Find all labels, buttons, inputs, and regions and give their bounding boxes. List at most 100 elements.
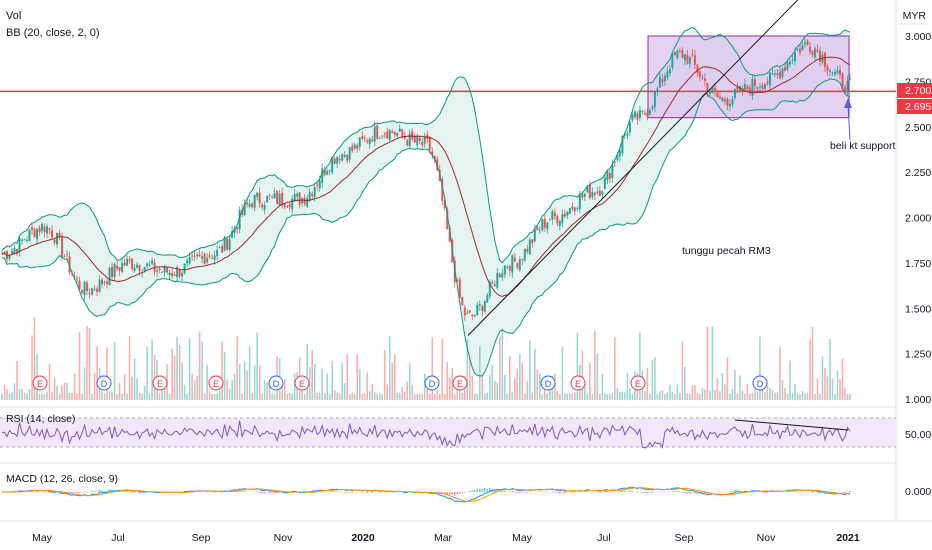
volume-bar [236, 336, 238, 400]
macd-histogram-bar [351, 492, 354, 493]
volume-bar [173, 355, 176, 400]
candle-body [228, 239, 231, 251]
candle-body [128, 259, 131, 261]
candle-body [26, 240, 29, 242]
volume-bar [739, 375, 741, 400]
candle-body [428, 137, 431, 151]
candle-body [768, 72, 771, 86]
rsi-pane[interactable] [0, 417, 896, 449]
candle-body [223, 237, 226, 251]
macd-histogram-bar [661, 492, 664, 493]
volume-bar [76, 393, 78, 400]
volume-bar [306, 343, 308, 400]
candle-body [676, 50, 679, 58]
macd-histogram-bar [816, 492, 819, 493]
macd-histogram-bar [811, 492, 814, 493]
volume-bar [413, 393, 416, 400]
candle-body [788, 61, 791, 65]
candle-body [548, 219, 551, 221]
macd-histogram-bar [629, 490, 631, 492]
candle-body [671, 53, 674, 68]
candle-body [88, 293, 91, 295]
macd-pane[interactable] [1, 486, 851, 503]
price-axis[interactable]: MYR 3.0002.7502.5002.2502.0001.7501.5001… [898, 10, 931, 406]
candle-body [91, 288, 94, 295]
candle-body [256, 192, 259, 198]
candle-body [368, 138, 371, 145]
candle-body [253, 194, 256, 208]
candle-body [168, 272, 171, 276]
macd-histogram-bar [521, 492, 524, 493]
volume-bar [161, 388, 163, 400]
candle-body [641, 110, 644, 113]
rsi-divergence-line [734, 419, 849, 431]
candle-body [336, 156, 339, 164]
candle-body [251, 203, 254, 208]
marker-letter: E [213, 379, 219, 389]
candle-body [133, 267, 136, 272]
volume-bar [616, 387, 619, 400]
candle-body [176, 267, 179, 277]
volume-bar [511, 392, 514, 400]
volume-bar [168, 393, 171, 400]
macd-histogram-bar [641, 492, 644, 493]
volume-bar [498, 337, 501, 400]
candle-body [811, 50, 814, 55]
marker-letter: E [157, 379, 163, 389]
volume-bar [426, 384, 429, 400]
candle-body [518, 259, 521, 270]
macd-histogram-bar [619, 490, 621, 492]
candle-body [246, 202, 249, 205]
volume-bar [644, 391, 646, 400]
macd-histogram-bar [461, 492, 464, 494]
candle-body [818, 51, 821, 62]
macd-histogram-bar [371, 492, 374, 493]
time-axis[interactable]: May Jul Sep Nov 2020 Mar May Jul Sep Nov 2021 [32, 532, 860, 544]
volume-bar [519, 353, 521, 400]
earnings-marker [152, 375, 168, 391]
volume-bar [676, 384, 679, 400]
marker-letter: D [429, 379, 436, 389]
volume-bar [48, 363, 51, 400]
macd-histogram-bar [841, 492, 844, 493]
candle-body [593, 192, 596, 195]
volume-bar [816, 378, 819, 400]
volume-bar [293, 373, 296, 400]
candle-body [288, 204, 291, 208]
macd-histogram-bar [238, 490, 241, 492]
candle-body [33, 229, 36, 238]
candle-body [808, 46, 811, 53]
volume-bar [826, 376, 829, 400]
trend-lines[interactable] [467, 0, 852, 336]
volume-bar [744, 393, 746, 400]
candle-body [831, 72, 834, 74]
volume-bar [726, 357, 729, 400]
dividend-marker [752, 375, 768, 391]
candle-body [496, 273, 499, 288]
candle-body [541, 219, 544, 230]
volume-bar [529, 340, 531, 400]
macd-histogram-bar [446, 492, 449, 496]
candle-body [151, 260, 154, 264]
rsi-tick: 50.00 [905, 429, 931, 441]
volume-bar [789, 360, 791, 400]
volume-bar [844, 387, 846, 400]
candle-body [813, 48, 816, 58]
volume-bar [496, 382, 499, 400]
candle-body [226, 238, 229, 250]
candle-body [378, 137, 381, 139]
volume-bar [196, 376, 198, 400]
candle-body [386, 131, 389, 139]
macd-histogram-bar [493, 489, 496, 492]
macd-histogram-bar [599, 492, 601, 493]
macd-histogram-bar [734, 490, 736, 492]
candle-body [101, 279, 104, 285]
volume-bar [21, 388, 23, 400]
candle-body [136, 264, 139, 268]
volume-bar [438, 393, 441, 400]
volume-bar [556, 391, 559, 400]
candle-body [743, 83, 746, 90]
